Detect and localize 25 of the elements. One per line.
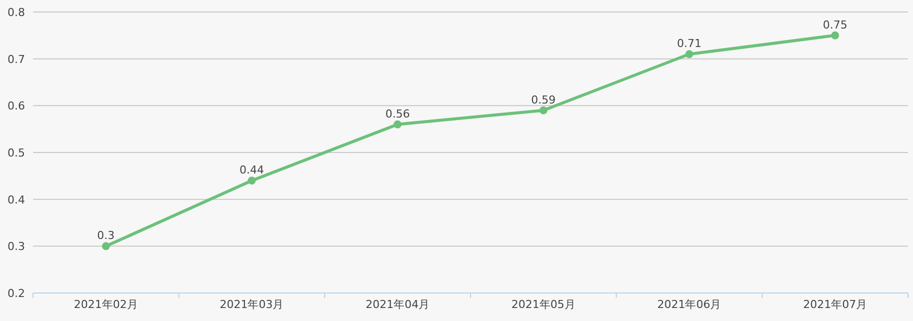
data-label: 0.59: [531, 93, 556, 106]
x-tick-label: 2021年05月: [511, 298, 576, 311]
y-tick-label: 0.8: [8, 6, 25, 19]
y-tick-label: 0.2: [8, 287, 25, 300]
data-label: 0.71: [677, 37, 702, 50]
point: [539, 106, 548, 114]
x-tick-label: 2021年02月: [74, 298, 138, 311]
x-tick-label: 2021年07月: [803, 298, 868, 311]
y-tick-label: 0.6: [8, 100, 25, 113]
y-tick-label: 0.3: [8, 240, 25, 254]
x-tick-label: 2021年03月: [220, 298, 284, 311]
y-tick-label: 0.7: [8, 52, 25, 66]
data-label: 0.75: [822, 18, 848, 32]
data-label: 0.44: [240, 164, 264, 177]
point: [394, 120, 402, 128]
point: [248, 176, 256, 185]
point: [685, 50, 694, 58]
y-tick-label: 0.5: [8, 146, 25, 160]
point: [102, 242, 110, 250]
point: [831, 31, 840, 40]
data-label: 0.3: [97, 229, 115, 242]
data-label: 0.56: [385, 107, 410, 120]
x-tick-label: 2021年06月: [657, 298, 722, 311]
x-tick-label: 2021年04月: [366, 298, 430, 311]
y-tick-label: 0.4: [8, 193, 25, 206]
